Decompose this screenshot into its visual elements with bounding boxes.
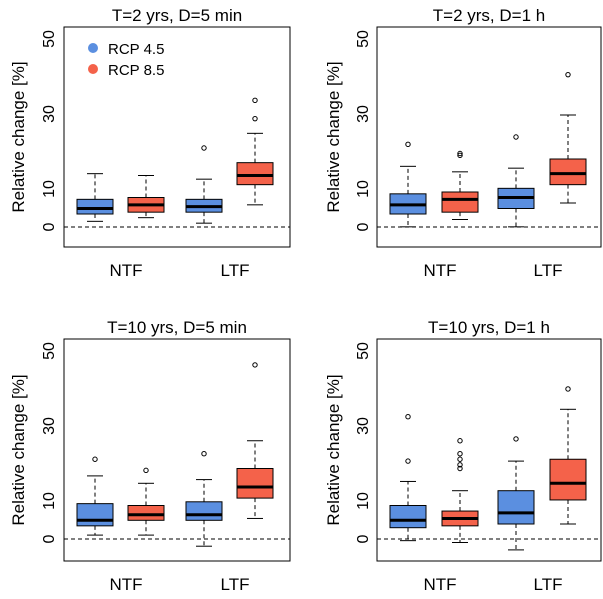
x-tick-label: NTF [423,261,456,280]
y-tick-label: 50 [41,30,58,48]
outlier-point-ltf-rcp-8-5 [252,97,258,104]
box-ntf-rcp-4-5 [76,198,114,215]
plot-frame [376,26,602,248]
outlier-point-ntf-rcp-4-5 [405,141,411,148]
y-axis-ticks: 0 10 30 50 [355,30,372,231]
x-tick-label: NTF [109,261,142,280]
legend: RCP 4.5 RCP 8.5 [88,41,164,79]
outlier-point-ntf-rcp-8-5 [457,451,463,457]
panel-4: T=10 yrs, D=1 h Relative change [%] 0 10… [324,318,602,594]
box-ltf-rcp-8-5 [549,158,587,186]
panel-2: T=2 yrs, D=1 h Relative change [%] 0 10 … [324,6,602,280]
outlier-point-ntf-rcp-4-5 [405,414,411,420]
y-axis-label: Relative change [%] [9,374,28,525]
box-ltf-rcp-8-5 [549,458,587,501]
y-tick-label: 0 [41,534,58,543]
outlier-point-ltf-rcp-8-5 [252,362,258,368]
y-tick-label: 30 [41,105,58,123]
y-axis-ticks: 0 10 30 50 [355,342,372,543]
outlier-point-ltf-rcp-4-5 [513,134,519,140]
y-tick-label: 50 [41,342,58,360]
outlier-point-ltf-rcp-8-5 [565,71,571,78]
legend-marker-rcp85 [88,64,98,74]
outlier-point-ltf-rcp-4-5 [513,436,519,442]
y-tick-label: 30 [355,417,372,435]
y-tick-label: 50 [355,30,372,48]
outlier-point-ltf-rcp-4-5 [201,145,207,151]
outlier-point-ntf-rcp-8-5 [457,465,463,472]
y-tick-label: 10 [41,180,58,198]
y-axis-ticks: 0 10 30 50 [41,30,58,231]
panel-3: T=10 yrs, D=5 min Relative change [%] 0 … [9,318,291,594]
boxes-group [389,71,587,228]
panel-title: T=2 yrs, D=5 min [112,6,242,25]
box-ltf-rcp-8-5 [236,468,274,499]
outlier-point-ntf-rcp-8-5 [457,462,463,468]
plot-frame [63,26,291,248]
panel-title: T=10 yrs, D=1 h [428,318,550,337]
legend-label-rcp45: RCP 4.5 [108,41,164,58]
x-tick-label: LTF [221,261,250,280]
y-tick-label: 10 [355,180,372,198]
box-ntf-rcp-4-5 [76,503,114,527]
outlier-point-ltf-rcp-8-5 [565,386,571,392]
y-tick-label: 10 [41,492,58,510]
x-tick-label: NTF [423,575,456,594]
y-tick-label: 0 [355,222,372,231]
x-tick-label: NTF [109,575,142,594]
outlier-point-ntf-rcp-4-5 [92,456,98,462]
y-axis-label: Relative change [%] [324,61,343,212]
outlier-point-ntf-rcp-8-5 [457,456,463,462]
legend-marker-rcp45 [88,43,98,53]
y-tick-label: 30 [41,417,58,435]
plot-frame [376,338,602,562]
y-tick-label: 10 [355,492,372,510]
outlier-point-ltf-rcp-8-5 [252,115,258,122]
plot-frame [63,338,291,562]
box-ntf-rcp-4-5 [389,505,427,529]
outlier-point-ntf-rcp-8-5 [457,152,463,159]
box-ltf-rcp-4-5 [497,490,535,525]
outlier-point-ntf-rcp-8-5 [457,150,463,157]
legend-label-rcp85: RCP 8.5 [108,62,164,79]
y-axis-ticks: 0 10 30 50 [41,342,58,543]
panel-1: T=2 yrs, D=5 min Relative change [%] 0 1… [9,6,291,280]
outlier-point-ntf-rcp-4-5 [405,458,411,464]
boxes-group [389,386,587,551]
boxes-group [76,97,274,224]
x-tick-label: LTF [221,575,250,594]
box-ntf-rcp-8-5 [441,191,479,213]
box-ltf-rcp-4-5 [185,501,223,521]
x-tick-label: LTF [534,261,563,280]
panel-title: T=2 yrs, D=1 h [433,6,545,25]
outlier-point-ntf-rcp-8-5 [457,438,463,444]
y-tick-label: 50 [355,342,372,360]
x-tick-label: LTF [534,575,563,594]
boxes-group [76,362,274,547]
y-tick-label: 0 [355,534,372,543]
panel-title: T=10 yrs, D=5 min [107,318,247,337]
box-ntf-rcp-8-5 [127,505,165,521]
y-tick-label: 30 [355,105,372,123]
outlier-point-ltf-rcp-4-5 [201,451,207,457]
outlier-point-ntf-rcp-8-5 [143,467,149,474]
box-ltf-rcp-8-5 [236,162,274,186]
y-axis-label: Relative change [%] [9,61,28,212]
y-tick-label: 0 [41,222,58,231]
y-axis-label: Relative change [%] [324,374,343,525]
